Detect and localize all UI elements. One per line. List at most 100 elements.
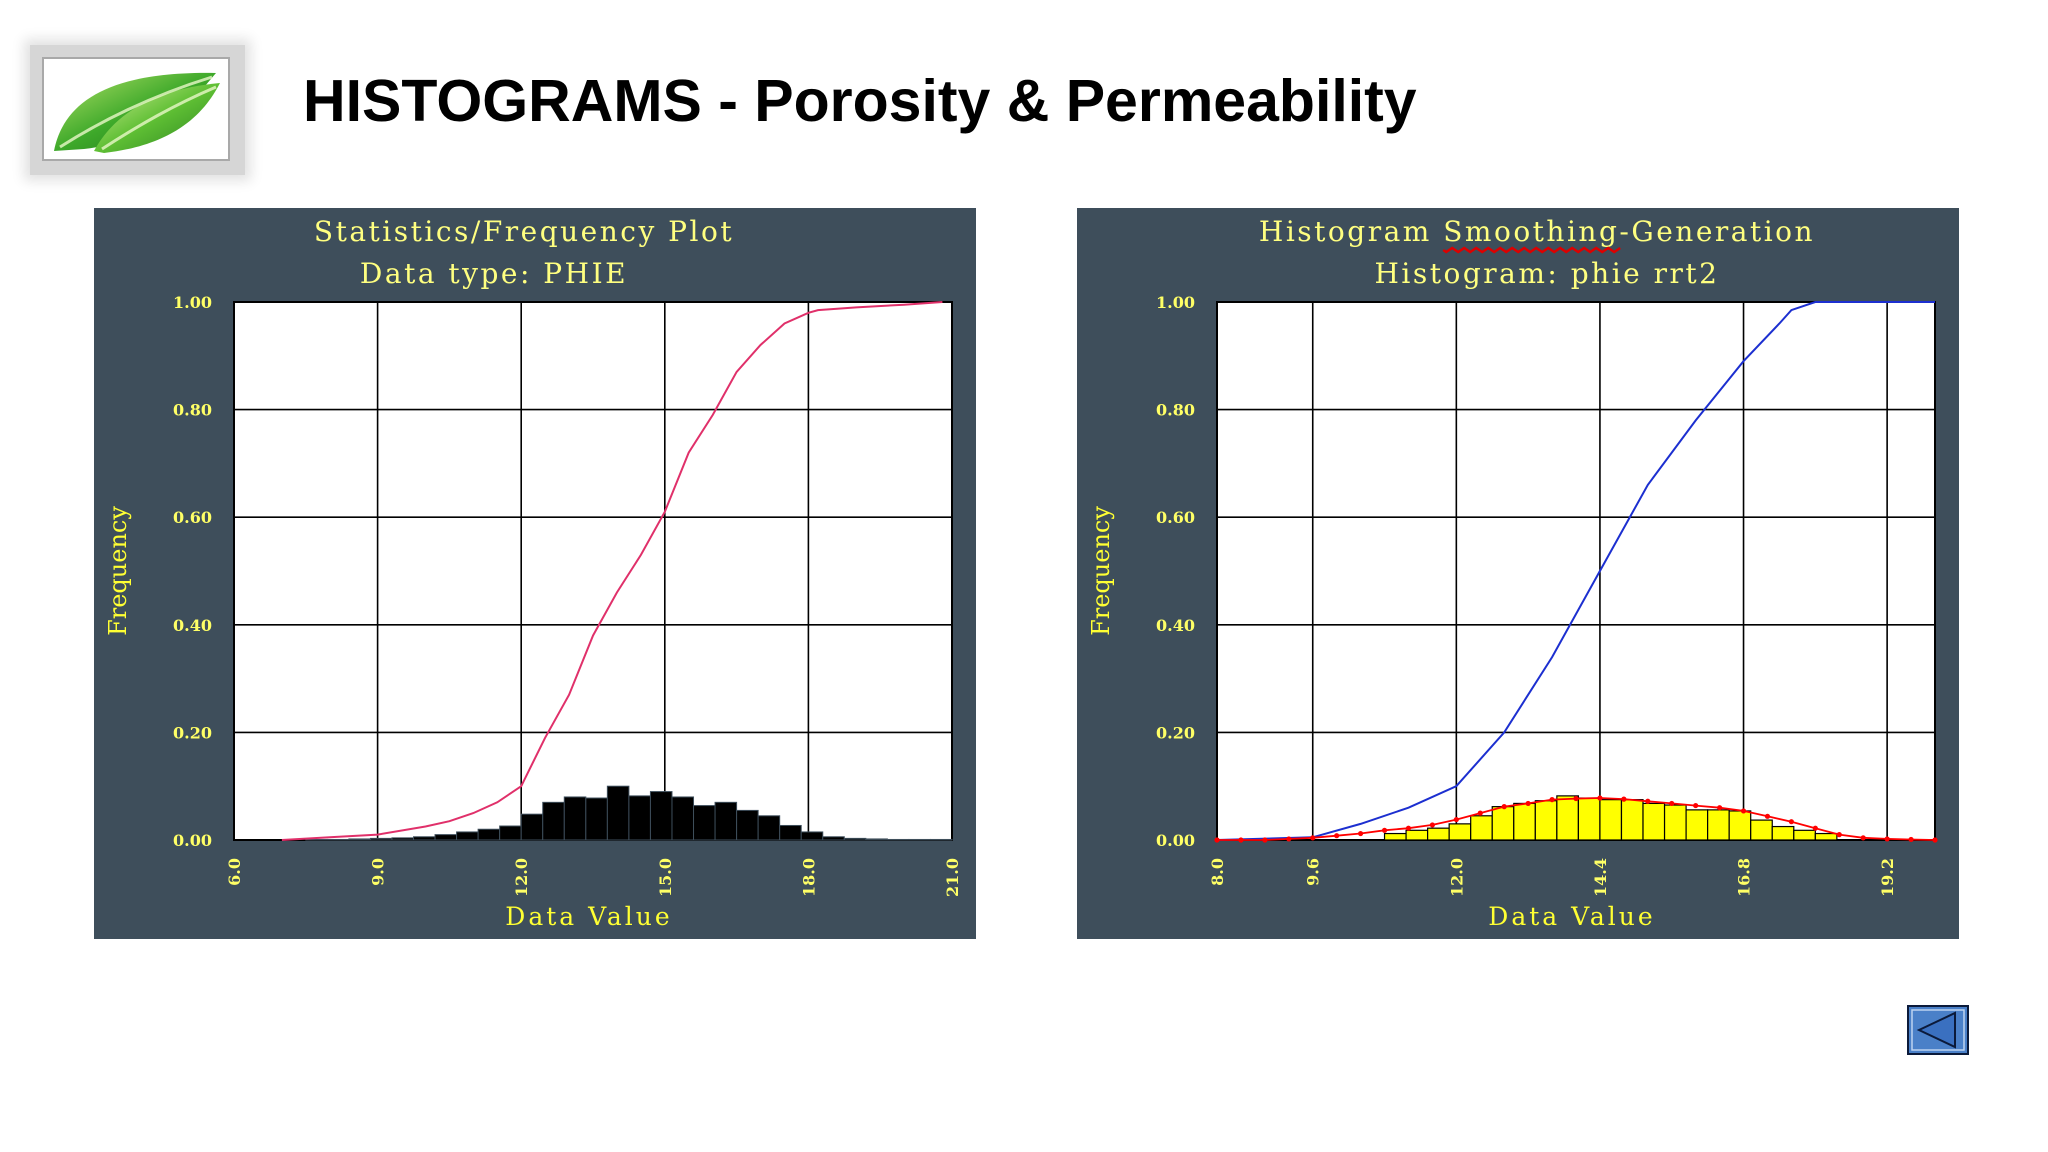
histogram-bar xyxy=(1620,799,1644,841)
chart-title: Histogram Smoothing-Generation xyxy=(1259,215,1815,248)
y-tick-label: 0.80 xyxy=(173,401,212,420)
histogram-bar xyxy=(908,838,931,841)
plot-area xyxy=(234,302,952,840)
x-axis-label: Data Value xyxy=(505,902,672,931)
y-tick-label: 0.60 xyxy=(1156,508,1195,527)
histogram-bar xyxy=(542,801,565,841)
histogram-bar xyxy=(520,813,544,841)
back-button-bevel xyxy=(1911,1009,1965,1051)
x-tick-label: 19.2 xyxy=(1878,858,1897,897)
back-arrow-triangle xyxy=(1916,1011,1956,1049)
y-tick-label: 0.80 xyxy=(1156,401,1195,420)
histogram-bar xyxy=(1771,825,1795,841)
y-axis-label: Frequency xyxy=(104,506,132,636)
back-arrow-icon xyxy=(1907,1005,1969,1055)
smoothed-point-marker xyxy=(1884,836,1890,842)
x-tick-label: 12.0 xyxy=(1447,858,1466,897)
grid-lines xyxy=(233,301,953,841)
y-axis-label: Frequency xyxy=(1087,506,1115,636)
curve-overlay xyxy=(1214,301,1938,843)
smoothed-point-marker xyxy=(1501,804,1507,810)
x-tick-label: 8.0 xyxy=(1208,858,1227,886)
y-tick-label: 0.00 xyxy=(173,831,212,850)
histogram-bar xyxy=(649,791,673,841)
histogram-bar xyxy=(800,831,824,841)
company-logo xyxy=(30,45,245,175)
histogram-bar xyxy=(1707,809,1730,841)
x-tick-label: 16.8 xyxy=(1735,858,1754,897)
x-tick-label: 6.0 xyxy=(225,858,244,886)
smoothed-point-marker xyxy=(1693,802,1699,809)
histogram-bar xyxy=(606,785,630,841)
smoothed-point-marker xyxy=(1214,837,1220,843)
histogram-bar xyxy=(865,838,888,841)
histogram-bar xyxy=(585,797,608,841)
smoothed-point-marker xyxy=(1429,822,1435,828)
smoothed-point-marker xyxy=(1788,819,1794,825)
smoothed-point-marker xyxy=(1238,837,1244,843)
y-tick-label: 0.00 xyxy=(1156,831,1195,850)
histogram-bar xyxy=(1685,809,1709,841)
x-tick-label: 21.0 xyxy=(943,858,962,897)
smoothed-point-marker xyxy=(1477,810,1483,816)
y-tick-labels: 0.00 0.20 0.40 0.60 0.80 1.00 xyxy=(1156,293,1195,850)
histogram-bar xyxy=(736,809,759,841)
histogram-bar xyxy=(305,838,328,841)
histogram-bar xyxy=(1470,815,1493,841)
smoothed-point-marker xyxy=(1860,835,1866,841)
histogram-bar xyxy=(1642,802,1666,841)
previous-slide-button[interactable] xyxy=(1907,1005,1969,1055)
histogram-bar xyxy=(1556,795,1579,841)
histogram-bar xyxy=(1750,819,1773,841)
smoothed-point-marker xyxy=(1262,837,1268,843)
smoothed-point-marker xyxy=(1310,835,1316,841)
phie-frequency-chart: Statistics/Frequency Plot Data type: PHI… xyxy=(94,208,976,939)
x-tick-label: 9.6 xyxy=(1304,858,1323,886)
smoothed-point-marker xyxy=(1286,836,1292,842)
y-tick-label: 0.20 xyxy=(1156,723,1195,742)
histogram-bar xyxy=(757,815,781,841)
y-tick-label: 0.40 xyxy=(1156,616,1195,635)
histogram-bar xyxy=(822,836,845,841)
phie-frequency-chart-svg: Statistics/Frequency Plot Data type: PHI… xyxy=(94,208,976,939)
histogram-bars xyxy=(1383,795,1838,841)
smoothed-point-marker xyxy=(1358,830,1364,837)
x-tick-label: 12.0 xyxy=(512,858,531,897)
histogram-bar xyxy=(671,796,695,841)
spellcheck-underline xyxy=(1442,246,1621,254)
smoothed-point-marker xyxy=(1549,797,1555,803)
histogram-bar xyxy=(1405,829,1429,841)
page-title: HISTOGRAMS - Porosity & Permeability xyxy=(303,68,1417,134)
smoothed-point-marker xyxy=(1764,813,1771,819)
x-tick-labels: 8.0 9.6 12.0 14.4 16.8 19.2 xyxy=(1208,858,1897,897)
histogram-bar xyxy=(413,836,436,841)
smoothed-point-marker xyxy=(1453,816,1459,823)
chart-title-part-1: Histogram xyxy=(1259,215,1443,248)
x-tick-label: 14.4 xyxy=(1591,858,1610,897)
smoothed-point-marker xyxy=(1932,837,1938,843)
curve-overlay xyxy=(281,301,943,841)
histogram-bar xyxy=(456,831,479,841)
y-tick-label: 0.40 xyxy=(173,616,212,635)
histogram-bar xyxy=(628,795,651,841)
histogram-bar xyxy=(886,838,910,841)
x-tick-label: 18.0 xyxy=(799,858,818,897)
histogram-bar xyxy=(499,825,522,841)
histogram-bar xyxy=(391,837,414,841)
y-tick-label: 0.60 xyxy=(173,508,212,527)
chart-title-part-3: -Generation xyxy=(1619,215,1815,248)
cumulative-frequency-line xyxy=(281,301,943,841)
smoothed-point-marker xyxy=(1405,825,1412,831)
histogram-bar xyxy=(477,828,501,841)
histogram-bar xyxy=(434,834,458,841)
smoothing-histogram-chart: Histogram Smoothing-Generation Histogram… xyxy=(1077,208,1959,939)
histogram-bar xyxy=(1793,829,1816,841)
smoothed-point-marker xyxy=(1908,836,1914,843)
histogram-bar xyxy=(1663,804,1687,841)
x-tick-label: 15.0 xyxy=(656,858,675,897)
histogram-bar xyxy=(1491,806,1515,841)
histogram-bar xyxy=(1814,832,1838,841)
smoothed-point-marker xyxy=(1717,805,1723,811)
histogram-bar xyxy=(348,838,371,841)
histogram-bar xyxy=(1728,810,1752,841)
